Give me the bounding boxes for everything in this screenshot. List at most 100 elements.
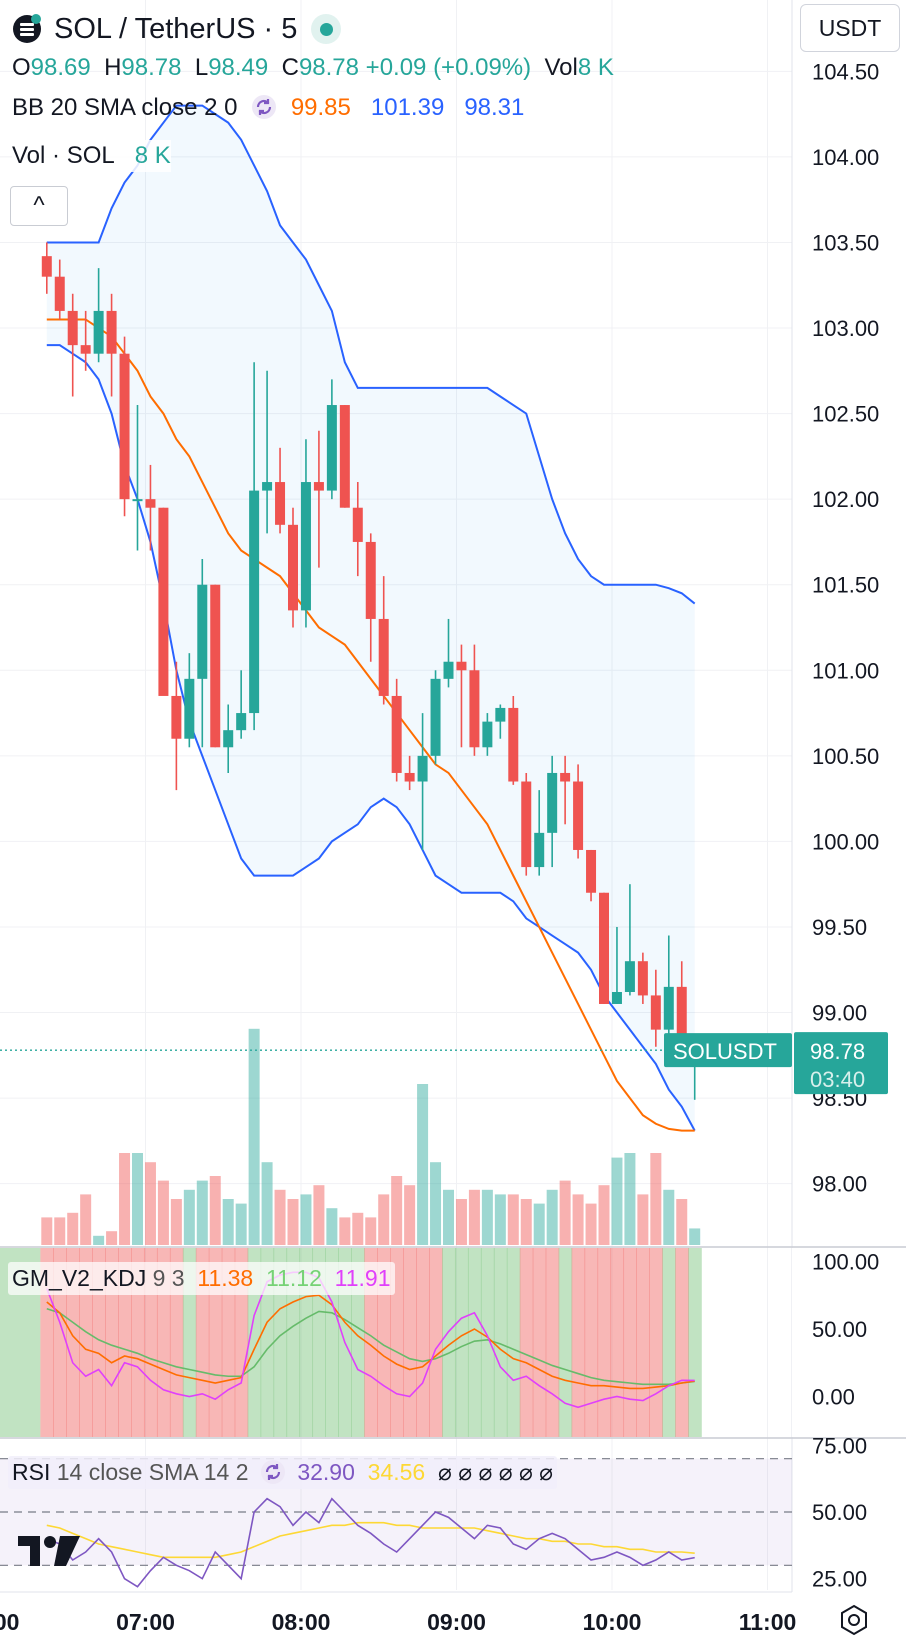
volume-bar (274, 1189, 286, 1245)
change-value: +0.09 (+0.09%) (365, 54, 532, 81)
candle-body (573, 781, 584, 850)
open-label: O (12, 54, 31, 81)
kdj-regime-band (286, 1248, 301, 1437)
volume-bar (313, 1185, 325, 1245)
kdj-regime-band (273, 1248, 288, 1437)
volume-bar (520, 1199, 532, 1245)
price-tick-label: 101.50 (812, 573, 879, 598)
kdj-label: GM_V2_KDJ (12, 1265, 147, 1291)
kdj-legend[interactable]: GM_V2_KDJ 9 3 11.38 11.12 11.91 (8, 1262, 395, 1295)
price-tag-value: 98.78 (810, 1039, 865, 1064)
volume-bar (183, 1189, 195, 1245)
kdj-regime-band (143, 1248, 158, 1437)
price-tick-label: 99.50 (812, 915, 867, 940)
volume-bar (443, 1189, 454, 1245)
kdj-params: 9 3 (152, 1265, 185, 1291)
volume-bar (326, 1208, 338, 1245)
kdj-regime-band (105, 1248, 119, 1437)
volume-bar (287, 1199, 299, 1245)
kdj-regime-band (53, 1248, 67, 1437)
volume-bar (404, 1185, 416, 1245)
volume-bar (533, 1203, 545, 1245)
currency-button[interactable]: USDT (800, 4, 900, 52)
candle-body (197, 584, 208, 679)
candle-body (300, 482, 311, 611)
kdj-regime-band (584, 1248, 599, 1437)
open-value: 98.69 (30, 54, 91, 81)
bb-basis-line (46, 318, 695, 1132)
volume-bar (352, 1212, 364, 1245)
bb-basis-value: 99.85 (290, 94, 351, 121)
volume-bar (365, 1217, 377, 1245)
volume-bar (611, 1157, 623, 1245)
kdj-regime-band (636, 1248, 650, 1437)
tradingview-logo-icon[interactable] (18, 1534, 80, 1568)
volume-bar (54, 1217, 66, 1245)
candle-body (67, 310, 78, 346)
collapse-legend-button[interactable]: ^ (10, 186, 68, 226)
settings-gear-icon[interactable] (838, 1604, 870, 1636)
volume-bar (507, 1194, 519, 1245)
time-tick-label: 07:00 (116, 1609, 175, 1635)
candle-body (365, 541, 376, 619)
rsi-extras: ⌀ ⌀ ⌀ ⌀ ⌀ ⌀ (438, 1459, 554, 1485)
kdj-regime-band (480, 1248, 495, 1437)
kdj-regime-band (416, 1248, 430, 1437)
kdj-d-line (46, 1307, 695, 1386)
refresh-icon[interactable] (260, 1459, 285, 1484)
candle-body (352, 507, 363, 542)
volume-bar (41, 1217, 53, 1245)
candle-body (326, 405, 337, 491)
candle-body (560, 772, 571, 782)
candle-body (132, 499, 143, 502)
refresh-icon[interactable] (252, 94, 277, 119)
symbol-tag-label: SOLUSDT (673, 1039, 777, 1064)
sol-logo-icon (13, 14, 41, 43)
kdj-regime-band (429, 1248, 443, 1437)
rsi-legend[interactable]: RSI 14 close SMA 14 2 32.90 34.56 ⌀ ⌀ ⌀ … (8, 1456, 558, 1489)
symbol-title: SOL / TetherUS · 5 (54, 12, 298, 45)
price-tick-label: 104.00 (812, 145, 879, 170)
kdj-j-value: 11.91 (334, 1265, 391, 1291)
candle-body (106, 310, 117, 354)
kdj-regime-band (545, 1248, 560, 1437)
vol-value: 8 K (577, 54, 614, 81)
rsi-tick-label: 75.00 (812, 1433, 867, 1458)
kdj-regime-band (66, 1248, 80, 1437)
bb-legend[interactable]: BB 20 SMA close 2 0 99.85 101.39 98.31 (12, 94, 524, 122)
kdj-tick-label: 100.00 (812, 1250, 879, 1275)
rsi-label: RSI (12, 1459, 51, 1485)
rsi-line (46, 1497, 695, 1588)
volume-bar (455, 1199, 467, 1245)
volume-bar (300, 1194, 312, 1245)
kdj-regime-band (467, 1248, 482, 1437)
candle-body (443, 661, 454, 679)
candle-body (275, 482, 286, 525)
kdj-regime-band (649, 1248, 663, 1437)
time-tick-label: 06:00 (0, 1609, 19, 1635)
candle-body (223, 730, 234, 748)
kdj-regime-band (156, 1248, 171, 1437)
volume-bar (468, 1189, 480, 1245)
candle-body (54, 276, 65, 311)
volume-bar (663, 1189, 675, 1245)
candle-body (404, 772, 415, 782)
candle-body (313, 482, 324, 491)
kdj-regime-band (131, 1248, 145, 1437)
time-tick-label: 09:00 (427, 1609, 486, 1635)
kdj-regime-band (558, 1248, 573, 1437)
low-value: 98.49 (208, 54, 269, 81)
candle-body (378, 618, 389, 696)
market-open-dot-icon (311, 14, 342, 44)
symbol-header[interactable]: SOL / TetherUS · 5 (12, 6, 342, 52)
volume-legend[interactable]: Vol · SOL 8 K (12, 140, 171, 172)
ohlc-legend: O98.69 H98.78 L98.49 C98.78 +0.09 (+0.09… (12, 54, 614, 82)
rsi-ma-line (46, 1521, 695, 1559)
close-label: C (281, 54, 299, 81)
kdj-regime-band (532, 1248, 547, 1437)
time-tick-label: 11:00 (739, 1609, 797, 1635)
candle-body (495, 707, 506, 722)
volume-bar (170, 1199, 182, 1245)
candle-body (586, 849, 597, 893)
